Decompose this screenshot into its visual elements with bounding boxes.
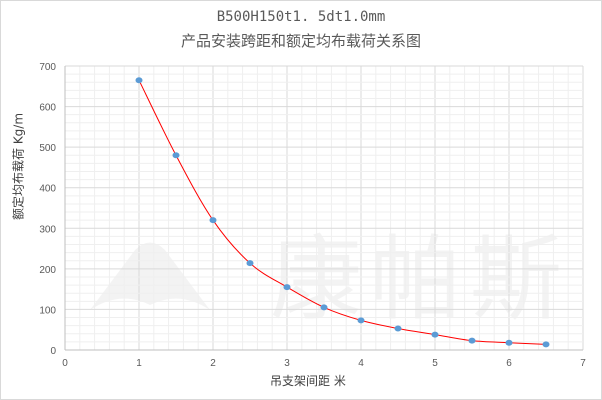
data-point <box>468 337 476 344</box>
chart-title: B500H150t1. 5dt1.0mm <box>216 9 386 25</box>
x-tick-label: 4 <box>358 358 364 369</box>
data-point <box>357 317 365 324</box>
y-tick-label: 100 <box>39 305 56 316</box>
data-point <box>394 325 402 332</box>
data-point <box>283 284 291 291</box>
y-tick-label: 600 <box>39 103 56 114</box>
x-tick-label: 7 <box>580 358 586 369</box>
x-tick-label: 3 <box>284 358 290 369</box>
y-tick-label: 300 <box>39 224 56 235</box>
y-tick-label: 500 <box>39 143 56 154</box>
data-point <box>320 304 328 311</box>
data-point <box>542 341 550 348</box>
y-tick-label: 0 <box>50 346 56 357</box>
y-tick-label: 400 <box>39 184 56 195</box>
data-point <box>209 217 217 224</box>
x-tick-label: 6 <box>506 358 512 369</box>
data-point <box>135 77 143 84</box>
x-axis-label: 吊支架间距 米 <box>270 374 346 388</box>
x-tick-label: 5 <box>432 358 438 369</box>
data-point <box>431 331 439 338</box>
watermark-text: 康帕斯 <box>270 226 570 333</box>
data-point <box>172 152 180 159</box>
x-tick-label: 0 <box>62 358 68 369</box>
y-tick-label: 200 <box>39 265 56 276</box>
data-point <box>246 260 254 267</box>
y-axis-label: 额定均布载荷 Kg/m <box>11 112 26 220</box>
y-tick-label: 700 <box>39 62 56 73</box>
x-tick-label: 1 <box>136 358 142 369</box>
data-point <box>505 339 513 346</box>
chart-subtitle: 产品安装跨距和额定均布载荷关系图 <box>180 32 421 50</box>
x-tick-label: 2 <box>210 358 216 369</box>
